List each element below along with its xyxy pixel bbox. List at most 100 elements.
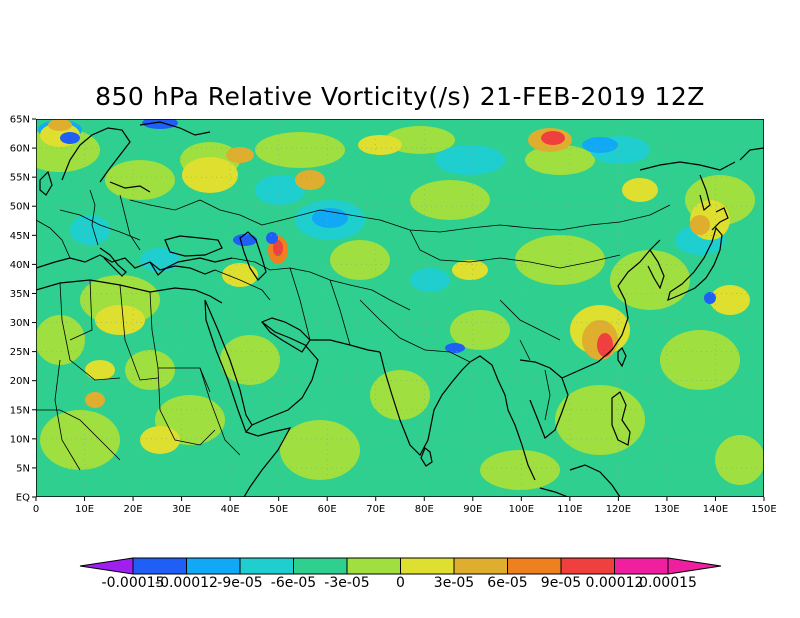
field-patch bbox=[142, 119, 178, 129]
colorbar-swatch bbox=[186, 557, 241, 575]
vorticity-field bbox=[36, 119, 764, 490]
field-patch bbox=[330, 240, 390, 280]
colorbar-arrow-right bbox=[667, 557, 722, 575]
lat-tick-label: 65N bbox=[10, 115, 30, 126]
lat-tick-label: 45N bbox=[10, 231, 30, 242]
field-patch bbox=[555, 385, 645, 455]
colorbar-label: -0.00012 bbox=[155, 575, 218, 591]
lat-tick-label: 25N bbox=[10, 347, 30, 358]
lat-tick-label: 30N bbox=[10, 318, 30, 329]
colorbar-swatch bbox=[400, 557, 455, 575]
field-patch bbox=[445, 343, 465, 353]
lat-tick-label: 50N bbox=[10, 202, 30, 213]
colorbar-swatch bbox=[560, 557, 615, 575]
colorbar-swatch bbox=[293, 557, 348, 575]
lon-tick-label: 100E bbox=[509, 504, 534, 515]
field-patch bbox=[690, 215, 710, 235]
colorbar-label: 0 bbox=[396, 575, 405, 591]
lon-tick-label: 110E bbox=[557, 504, 582, 515]
field-patch bbox=[410, 268, 450, 292]
field-patch bbox=[525, 145, 595, 175]
field-patch bbox=[48, 119, 72, 131]
latitude-axis-labels: EQ 5N 10N 15N 20N 25N 30N 35N 40N 45N 50N 55N 60N 65N bbox=[10, 115, 36, 504]
field-patch bbox=[385, 126, 455, 154]
field-patch bbox=[660, 330, 740, 390]
field-patch bbox=[125, 350, 175, 390]
field-patch bbox=[710, 285, 750, 315]
lon-tick-label: 20E bbox=[124, 504, 143, 515]
lat-tick-label: 15N bbox=[10, 405, 30, 416]
field-patch bbox=[255, 175, 305, 205]
field-patch bbox=[280, 420, 360, 480]
field-patch bbox=[541, 131, 565, 145]
lat-tick-label: 20N bbox=[10, 376, 30, 387]
field-patch bbox=[222, 263, 258, 287]
lon-tick-label: 150E bbox=[751, 504, 776, 515]
lat-tick-label: 5N bbox=[16, 463, 30, 474]
colorbar-label: 0.00012 bbox=[586, 575, 644, 591]
lon-tick-label: 90E bbox=[463, 504, 482, 515]
lon-tick-label: 40E bbox=[221, 504, 240, 515]
field-patch bbox=[60, 132, 80, 144]
field-patch bbox=[255, 132, 345, 168]
field-patch bbox=[597, 333, 613, 357]
colorbar-arrow-left bbox=[79, 557, 134, 575]
lon-tick-label: 50E bbox=[269, 504, 288, 515]
colorbar: -0.00015-0.00012 -9e-05 -6e-05 -3e-05 0 3e-05… bbox=[79, 557, 722, 591]
field-patch bbox=[704, 292, 716, 304]
colorbar-label: -6e-05 bbox=[271, 575, 316, 591]
field-patch bbox=[140, 426, 180, 454]
colorbar-label: -9e-05 bbox=[217, 575, 262, 591]
colorbar-swatch bbox=[132, 557, 187, 575]
field-patch bbox=[410, 180, 490, 220]
field-patch bbox=[610, 250, 690, 310]
colorbar-swatch bbox=[239, 557, 294, 575]
field-patch bbox=[295, 170, 325, 190]
field-patch bbox=[105, 160, 175, 200]
field-patch bbox=[85, 392, 105, 408]
lon-tick-label: 30E bbox=[172, 504, 191, 515]
lon-tick-label: 10E bbox=[75, 504, 94, 515]
lat-tick-label: 60N bbox=[10, 144, 30, 155]
field-patch bbox=[70, 215, 110, 245]
colorbar-label: -3e-05 bbox=[324, 575, 369, 591]
colorbar-label: -0.00015 bbox=[102, 575, 165, 591]
field-patch bbox=[480, 450, 560, 490]
field-patch bbox=[36, 315, 85, 365]
field-patch bbox=[85, 360, 115, 380]
field-patch bbox=[370, 370, 430, 420]
colorbar-swatch bbox=[346, 557, 401, 575]
lon-tick-label: 0 bbox=[33, 504, 39, 515]
field-patch bbox=[140, 248, 180, 272]
lat-tick-label: EQ bbox=[16, 493, 30, 504]
colorbar-swatches bbox=[79, 557, 722, 575]
coastlines bbox=[36, 121, 764, 497]
field-patch bbox=[435, 145, 505, 175]
lon-tick-label: 140E bbox=[703, 504, 728, 515]
field-patch bbox=[358, 135, 402, 155]
colorbar-swatch bbox=[507, 557, 562, 575]
chart-title: 850 hPa Relative Vorticity(/s) 21-FEB-20… bbox=[95, 82, 705, 111]
gridlines bbox=[36, 119, 764, 497]
colorbar-label: 0.00015 bbox=[639, 575, 697, 591]
colorbar-label: 6e-05 bbox=[487, 575, 527, 591]
field-patch bbox=[452, 260, 488, 280]
field-patch bbox=[582, 137, 618, 153]
lon-tick-label: 70E bbox=[366, 504, 385, 515]
field-patch bbox=[226, 147, 254, 163]
colorbar-label: 3e-05 bbox=[434, 575, 474, 591]
lon-tick-label: 60E bbox=[318, 504, 337, 515]
colorbar-swatch bbox=[614, 557, 669, 575]
lat-tick-label: 35N bbox=[10, 289, 30, 300]
field-patch bbox=[450, 310, 510, 350]
lon-tick-label: 130E bbox=[654, 504, 679, 515]
longitude-axis-labels: 0 10E 20E 30E 40E 50E 60E 70E 80E 90E 100E 110E 120E… bbox=[33, 497, 777, 515]
lat-tick-label: 40N bbox=[10, 260, 30, 271]
field-patch bbox=[40, 410, 120, 470]
colorbar-swatch bbox=[453, 557, 508, 575]
lat-tick-label: 10N bbox=[10, 434, 30, 445]
field-patch bbox=[715, 435, 764, 485]
lat-tick-label: 55N bbox=[10, 173, 30, 184]
field-patch bbox=[622, 178, 658, 202]
